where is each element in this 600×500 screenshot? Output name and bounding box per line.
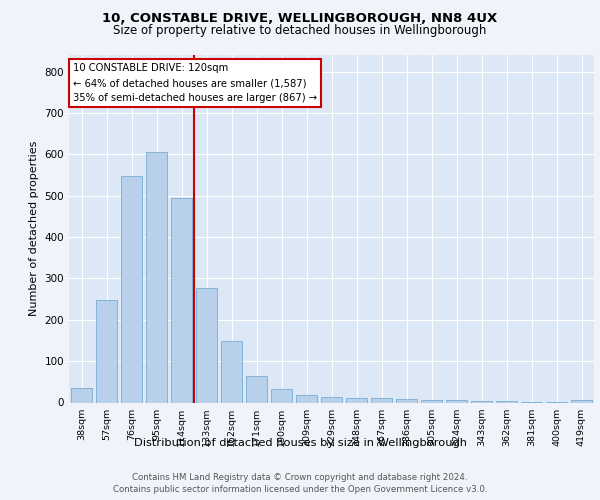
Bar — [571, 400, 592, 402]
Bar — [371, 398, 392, 402]
Bar — [196, 288, 217, 403]
Text: 10 CONSTABLE DRIVE: 120sqm
← 64% of detached houses are smaller (1,587)
35% of s: 10 CONSTABLE DRIVE: 120sqm ← 64% of deta… — [73, 64, 317, 103]
Bar — [96, 300, 117, 402]
Bar — [471, 401, 492, 402]
Text: Contains HM Land Registry data © Crown copyright and database right 2024.: Contains HM Land Registry data © Crown c… — [132, 472, 468, 482]
Text: Contains public sector information licensed under the Open Government Licence v3: Contains public sector information licen… — [113, 485, 487, 494]
Bar — [121, 176, 142, 402]
Bar — [346, 398, 367, 402]
Bar — [171, 198, 192, 402]
Text: Distribution of detached houses by size in Wellingborough: Distribution of detached houses by size … — [133, 438, 467, 448]
Bar — [296, 395, 317, 402]
Bar — [271, 390, 292, 402]
Text: 10, CONSTABLE DRIVE, WELLINGBOROUGH, NN8 4UX: 10, CONSTABLE DRIVE, WELLINGBOROUGH, NN8… — [103, 12, 497, 26]
Y-axis label: Number of detached properties: Number of detached properties — [29, 141, 39, 316]
Bar — [446, 400, 467, 402]
Bar — [396, 399, 417, 402]
Bar — [221, 342, 242, 402]
Bar — [71, 388, 92, 402]
Bar — [146, 152, 167, 403]
Text: Size of property relative to detached houses in Wellingborough: Size of property relative to detached ho… — [113, 24, 487, 37]
Bar — [421, 400, 442, 402]
Bar — [246, 376, 267, 402]
Bar — [321, 396, 342, 402]
